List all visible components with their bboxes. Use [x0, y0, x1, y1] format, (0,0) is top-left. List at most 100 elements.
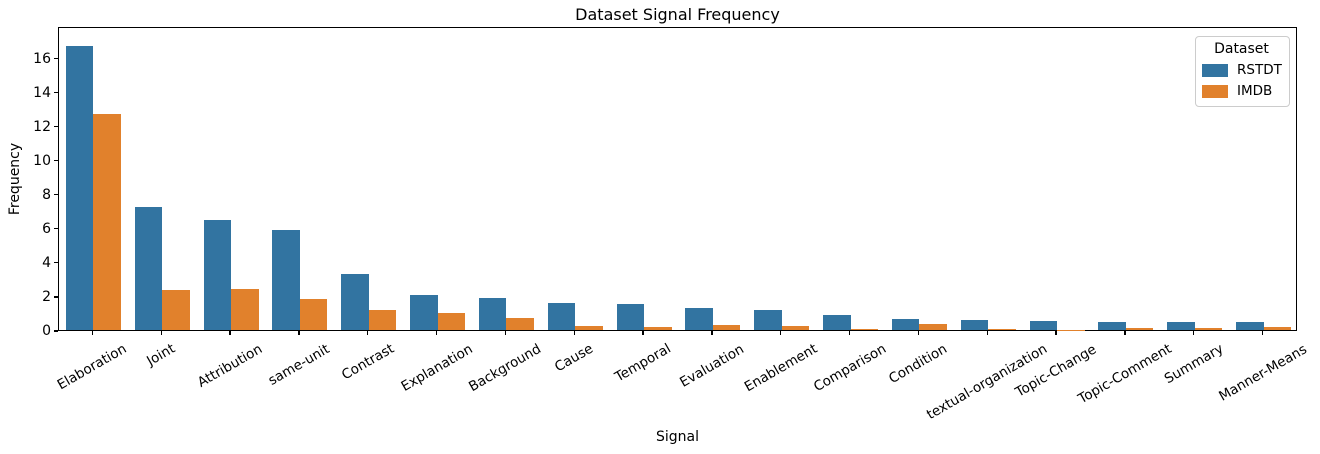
x-tick-label-same-unit: same-unit — [265, 341, 333, 389]
y-tick-mark — [54, 194, 58, 196]
bar-rstdt-Explanation — [410, 295, 438, 330]
y-tick-label-12: 12 — [33, 118, 51, 135]
x-tick-mark — [1055, 331, 1057, 335]
y-tick-label-16: 16 — [33, 50, 51, 67]
y-tick-mark — [54, 228, 58, 230]
bar-imdb-same-unit — [299, 298, 328, 330]
bar-rstdt-Cause — [547, 302, 576, 330]
bar-imdb-Enablement — [781, 325, 810, 330]
x-tick-label-Condition: Condition — [886, 340, 951, 387]
y-tick-mark — [54, 126, 58, 128]
legend-title: Dataset — [1214, 41, 1269, 57]
y-tick-mark — [54, 296, 58, 298]
plot-area — [58, 27, 1297, 331]
x-tick-label-Explanation: Explanation — [398, 341, 476, 395]
x-tick-mark — [1261, 331, 1264, 335]
y-tick-label-4: 4 — [42, 254, 51, 271]
y-axis-label: Frequency — [7, 142, 23, 216]
bar-rstdt-Temporal — [616, 303, 645, 330]
x-tick-label-Temporal: Temporal — [612, 341, 674, 386]
x-tick-mark — [986, 331, 988, 335]
bar-rstdt-Comparison — [823, 314, 851, 330]
x-tick-mark — [573, 331, 575, 335]
bar-imdb-Manner-Means — [1263, 327, 1292, 330]
bar-imdb-Cause — [575, 326, 603, 330]
y-tick-label-6: 6 — [42, 220, 51, 237]
bar-rstdt-Manner-Means — [1236, 322, 1264, 330]
x-tick-mark — [504, 331, 506, 335]
x-tick-label-Enablement: Enablement — [741, 340, 820, 396]
x-tick-label-Comparison: Comparison — [810, 341, 889, 396]
legend-item-label: RSTDT — [1237, 62, 1282, 78]
bar-rstdt-Topic-Comment — [1098, 321, 1126, 330]
legend-items: RSTDT IMDB — [1202, 62, 1282, 99]
x-tick-label-Cause: Cause — [552, 341, 597, 376]
x-tick-label-Joint: Joint — [144, 341, 179, 370]
y-tick-mark — [54, 91, 58, 94]
bar-rstdt-Contrast — [341, 273, 369, 330]
bar-imdb-Joint — [162, 289, 190, 330]
bar-imdb-Summary — [1194, 328, 1223, 330]
x-tick-label-Contrast: Contrast — [338, 341, 397, 384]
y-tick-label-0: 0 — [42, 323, 51, 339]
bar-rstdt-Joint — [134, 207, 163, 330]
legend-item-rstdt: RSTDT — [1202, 62, 1282, 78]
bar-rstdt-Background — [478, 297, 507, 330]
x-tick-mark — [917, 331, 919, 335]
x-tick-mark — [642, 331, 644, 335]
bar-rstdt-Elaboration — [65, 45, 94, 330]
x-tick-mark — [435, 331, 438, 335]
bar-rstdt-Topic-Change — [1029, 320, 1058, 330]
bar-imdb-Elaboration — [93, 113, 121, 330]
bar-imdb-Explanation — [437, 313, 466, 330]
bar-imdb-Attribution — [231, 289, 259, 330]
bar-rstdt-textual-organization — [960, 319, 989, 330]
x-tick-label-Manner-Means: Manner-Means — [1215, 341, 1310, 405]
bar-rstdt-Attribution — [203, 220, 232, 330]
x-axis-label: Signal — [655, 429, 699, 445]
legend-item-imdb: IMDB — [1202, 83, 1281, 99]
x-tick-mark — [367, 331, 369, 335]
y-tick-mark — [54, 262, 58, 264]
x-tick-label-Background: Background — [466, 341, 545, 396]
bar-imdb-Contrast — [368, 310, 397, 330]
bar-imdb-Temporal — [644, 326, 672, 330]
x-tick-label-Attribution: Attribution — [194, 341, 266, 391]
x-tick-mark — [780, 331, 782, 335]
y-tick-label-10: 10 — [33, 152, 51, 169]
x-tick-mark — [711, 331, 713, 335]
bar-rstdt-same-unit — [272, 230, 300, 330]
legend-swatch-imdb — [1202, 84, 1228, 98]
bar-rstdt-Enablement — [754, 309, 782, 330]
bar-imdb-textual-organization — [988, 328, 1016, 330]
x-tick-mark — [160, 331, 162, 335]
bar-imdb-Topic-Comment — [1125, 328, 1154, 330]
x-tick-mark — [229, 331, 231, 335]
x-tick-mark — [298, 331, 300, 335]
x-tick-label-Evaluation: Evaluation — [677, 340, 747, 391]
x-tick-label-Summary: Summary — [1161, 340, 1227, 388]
x-tick-label-Elaboration: Elaboration — [55, 340, 130, 394]
legend-item-label: IMDB — [1237, 83, 1273, 99]
bar-rstdt-Evaluation — [685, 307, 713, 330]
legend: Dataset RSTDT IMDB — [1195, 36, 1290, 107]
y-tick-mark — [54, 160, 58, 162]
y-tick-mark — [54, 330, 58, 332]
bar-imdb-Background — [506, 318, 534, 330]
y-tick-label-2: 2 — [42, 288, 51, 305]
x-tick-mark — [91, 331, 93, 335]
y-tick-label-14: 14 — [33, 84, 51, 101]
legend-swatch-rstdt — [1202, 63, 1228, 77]
bar-imdb-Evaluation — [712, 325, 741, 330]
bar-rstdt-Condition — [891, 318, 920, 330]
y-tick-label-8: 8 — [42, 186, 51, 203]
chart-title: Dataset Signal Frequency — [575, 5, 780, 24]
bar-imdb-Condition — [919, 324, 947, 330]
x-tick-mark — [848, 331, 851, 335]
x-tick-mark — [1193, 331, 1195, 335]
bar-imdb-Comparison — [850, 329, 879, 330]
y-tick-mark — [54, 57, 58, 60]
bar-rstdt-Summary — [1167, 321, 1195, 330]
x-tick-mark — [1124, 331, 1126, 335]
